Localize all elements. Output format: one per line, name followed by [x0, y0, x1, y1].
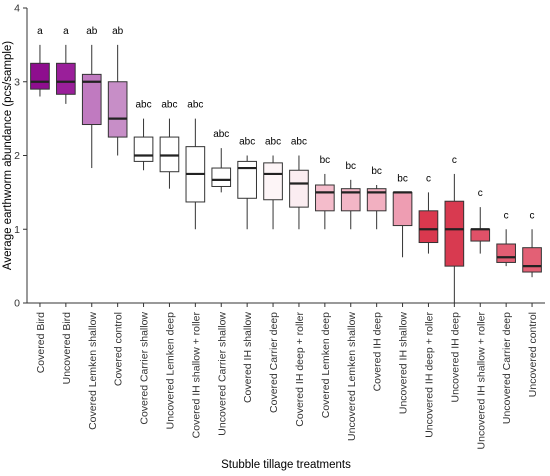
box-5	[133, 118, 154, 171]
significance-letter: bc	[345, 161, 356, 172]
box-body	[392, 191, 413, 227]
box-11	[289, 155, 309, 230]
x-tick-label: Uncovered Bird	[61, 312, 73, 385]
significance-letter: abc	[239, 137, 255, 148]
box-4	[107, 44, 128, 156]
box-19	[496, 229, 516, 267]
significance-letter: abc	[161, 100, 177, 111]
box-body	[81, 73, 102, 126]
significance-letter: abc	[291, 137, 307, 148]
box-6	[159, 118, 180, 189]
box-20	[522, 229, 542, 278]
x-tick-label: Uncovered control	[527, 312, 539, 397]
box-body	[470, 228, 491, 242]
x-tick-label: Uncovered Lemken deep	[164, 312, 176, 429]
box-13	[340, 179, 361, 230]
x-tick-label: Covered Lemken deep	[320, 312, 332, 418]
box-18	[470, 207, 491, 254]
significance-letter: c	[530, 210, 535, 221]
significance-letter: a	[37, 26, 43, 37]
box-1	[30, 44, 50, 97]
box-body	[366, 188, 387, 212]
x-tick-label: Uncovered Carrier shallow	[216, 312, 228, 436]
box-9	[237, 155, 257, 230]
box-body	[496, 243, 516, 263]
box-body	[315, 184, 335, 212]
x-tick-label: Covered IH shallow	[242, 312, 254, 403]
x-ticks: Covered Bird Uncovered Bird Covered Lemken…	[35, 303, 539, 449]
box-body	[263, 162, 283, 201]
x-tick-label: Uncovered IH deep + roller	[423, 312, 435, 438]
significance-letter: c	[504, 210, 509, 221]
y-tick-label: 3	[14, 76, 20, 88]
significance-letter: c	[426, 173, 431, 184]
box-8	[211, 148, 232, 193]
significance-letter: abc	[265, 137, 281, 148]
box-10	[263, 155, 283, 230]
x-tick-label: Uncovered Lemken shallow	[346, 312, 358, 441]
significance-letter: ab	[86, 26, 98, 37]
box-3	[81, 44, 102, 169]
x-tick-label: Covered Carrier shallow	[139, 312, 151, 425]
y-ticks: 0 1 2 3 4	[14, 3, 27, 310]
box-body	[340, 188, 361, 212]
x-tick-label: Uncovered IH deep	[449, 312, 461, 403]
box-15	[392, 191, 413, 258]
boxes	[30, 44, 542, 303]
box-body	[237, 160, 257, 199]
box-17	[444, 173, 465, 303]
x-tick-label: Uncovered IH shallow	[398, 312, 410, 415]
box-body	[211, 167, 232, 187]
x-tick-label: Covered control	[113, 312, 125, 386]
x-tick-label: Uncovered IH shallow + roller	[475, 312, 487, 450]
box-body	[133, 136, 154, 162]
y-axis-title: Average earthworm abundance (pcs/sample)	[2, 41, 14, 270]
box-7	[185, 118, 206, 230]
y-tick-label: 0	[14, 298, 20, 310]
box-body	[56, 62, 76, 95]
significance-letter: a	[63, 26, 69, 37]
box-body	[289, 169, 309, 208]
box-12	[315, 173, 335, 230]
box-16	[418, 192, 439, 254]
box-body	[107, 81, 128, 138]
box-body	[522, 247, 542, 273]
box-2	[56, 44, 76, 104]
x-tick-label: Covered Lemken shallow	[87, 312, 99, 430]
box-14	[366, 185, 387, 230]
box-body	[30, 62, 50, 90]
box-body	[444, 200, 465, 267]
significance-letter: abc	[187, 100, 203, 111]
significance-letter: bc	[320, 155, 331, 166]
box-body	[159, 136, 180, 173]
significance-letter: abc	[213, 129, 229, 140]
x-tick-label: Covered IH shallow + roller	[190, 311, 202, 438]
x-tick-label: Covered Carrier deep	[268, 312, 280, 413]
x-tick-label: Covered Bird	[35, 312, 47, 373]
significance-letter: c	[478, 188, 483, 199]
x-tick-label: Covered IH deep	[372, 312, 384, 392]
y-tick-label: 1	[14, 224, 20, 236]
significance-letter: c	[452, 155, 457, 166]
axes	[26, 8, 545, 304]
y-tick-label: 2	[14, 150, 20, 162]
y-tick-label: 4	[14, 3, 20, 15]
significance-letter: bc	[397, 173, 408, 184]
x-tick-label: Uncovered Carrier deep	[501, 312, 513, 424]
significance-letter: bc	[371, 166, 382, 177]
box-body	[418, 210, 439, 244]
significance-letter: ab	[112, 26, 124, 37]
significance-letter: abc	[135, 100, 151, 111]
x-tick-label: Covered IH deep + roller	[294, 311, 306, 426]
x-axis-title: Stubble tillage treatments	[221, 459, 351, 471]
